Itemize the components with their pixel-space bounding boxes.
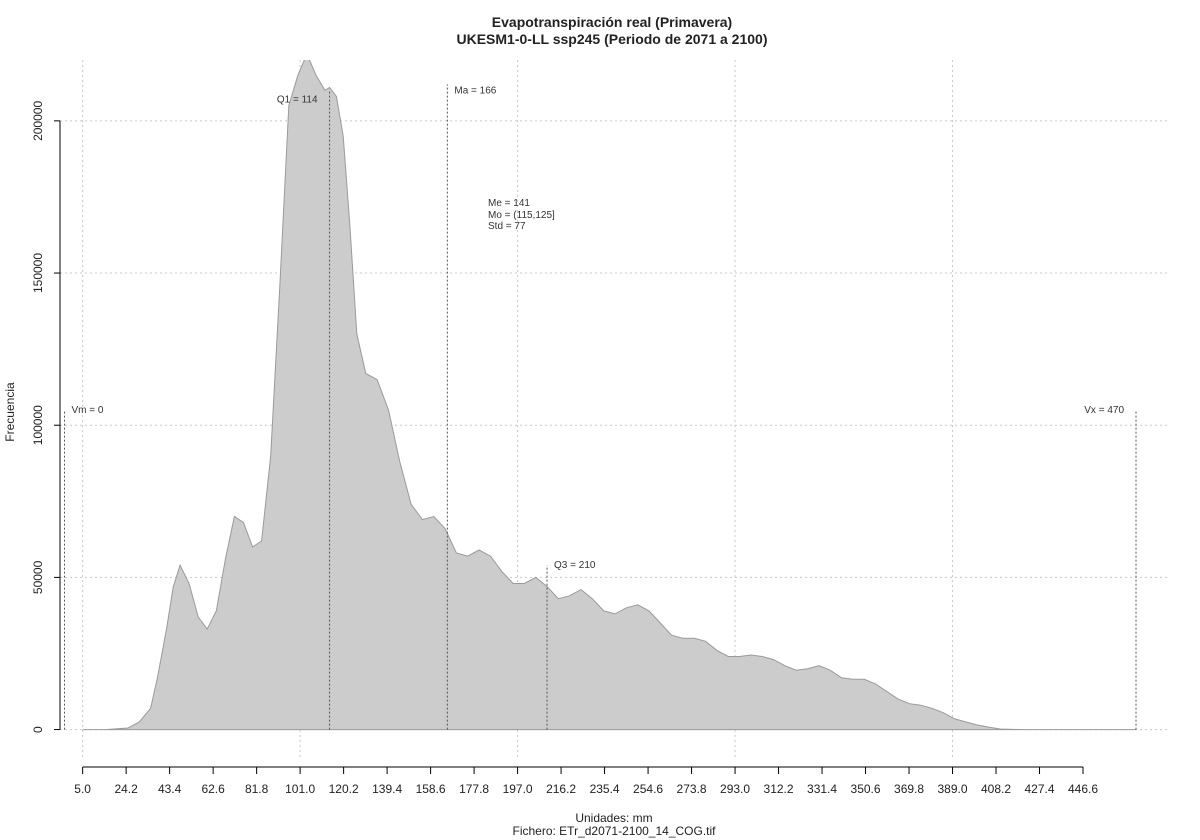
annotation-label-3: Q3 = 210 [554,560,596,571]
x-tick-label-12: 235.4 [590,782,620,796]
x-tick-label-2: 43.4 [158,782,182,796]
x-tick-label-16: 312.2 [764,782,794,796]
x-tick-label-13: 254.6 [633,782,663,796]
x-tick-label-8: 158.6 [416,782,446,796]
y-axis-label: Frecuencia [3,382,17,442]
x-tick-label-0: 5.0 [74,782,91,796]
x-tick-label-23: 446.6 [1068,782,1098,796]
chart-subtitle: UKESM1-0-LL ssp245 (Periodo de 2071 a 21… [457,31,768,47]
y-tick-label-3: 150000 [31,253,45,293]
x-tick-label-15: 293.0 [720,782,750,796]
density-area [82,60,1136,731]
stat-std: Std = 77 [488,221,526,232]
x-tick-label-9: 177.8 [459,782,489,796]
x-tick-label-4: 81.8 [245,782,269,796]
stat-mode: Mo = (115,125] [488,210,555,221]
annotations: Vm = 0 Q1 = 114 Ma = 166 Q3 = 210 Vx = 470 [64,84,1137,730]
x-tick-label-14: 273.8 [677,782,707,796]
x-tick-label-18: 350.6 [851,782,881,796]
annotation-label-0: Vm = 0 [72,405,104,416]
x-axis-label: Unidades: mm [575,811,652,825]
x-tick-label-10: 197.0 [503,782,533,796]
x-tick-label-11: 216.2 [546,782,576,796]
file-caption: Fichero: ETr_d2071-2100_14_COG.tif [513,824,717,838]
y-tick-label-4: 200000 [31,101,45,141]
x-tick-label-1: 24.2 [114,782,138,796]
x-tick-label-22: 427.4 [1025,782,1055,796]
y-tick-label-1: 50000 [31,560,45,594]
chart-title: Evapotranspiración real (Primavera) [492,14,732,30]
annotation-label-2: Ma = 166 [454,85,496,96]
x-tick-label-21: 408.2 [981,782,1011,796]
stats-box: Me = 141 Mo = (115,125] Std = 77 [488,198,555,232]
stat-median: Me = 141 [488,198,530,209]
x-tick-label-7: 139.4 [372,782,402,796]
x-tick-label-3: 62.6 [201,782,225,796]
y-axis: 0 50000 100000 150000 200000 [31,101,61,733]
x-axis: 5.0 24.2 43.4 62.6 81.8 101.0 120.2 139.4 158.6 1… [74,766,1098,796]
y-tick-label-0: 0 [31,726,45,733]
y-tick-label-2: 100000 [31,405,45,445]
x-tick-label-17: 331.4 [807,782,837,796]
annotation-label-1: Q1 = 114 [277,95,318,106]
x-tick-label-5: 101.0 [285,782,315,796]
x-tick-label-20: 389.0 [938,782,968,796]
x-tick-label-6: 120.2 [329,782,359,796]
annotation-label-4: Vx = 470 [1084,405,1124,416]
x-tick-label-19: 369.8 [894,782,924,796]
